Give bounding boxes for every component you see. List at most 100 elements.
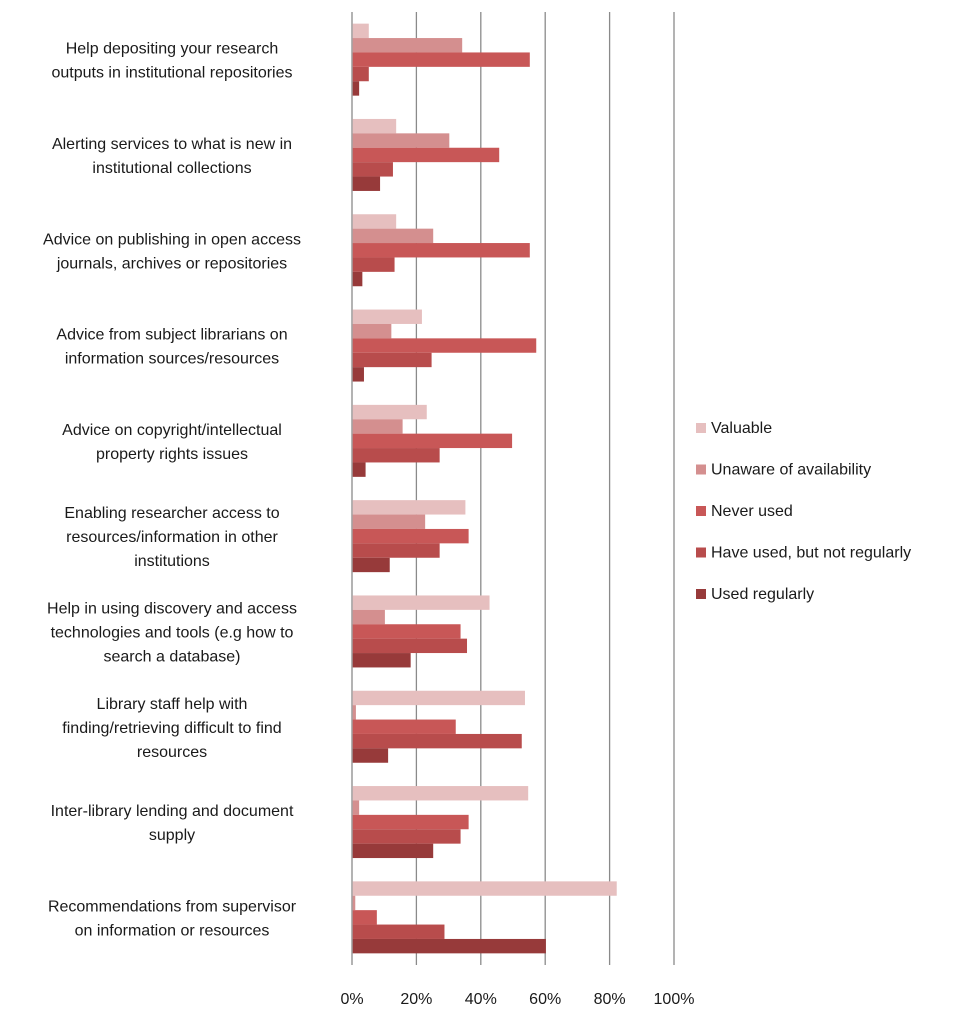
legend-swatch: [696, 547, 706, 558]
legend-item-2: Unaware of availability: [696, 462, 871, 479]
bar-5-series-5: [352, 462, 366, 477]
bar-2-series-2: [352, 133, 450, 148]
category-label-line: on information or resources: [75, 922, 270, 939]
x-tick-label-100: 100%: [654, 991, 695, 1008]
legend-label: Valuable: [711, 420, 772, 437]
legend-label: Never used: [711, 503, 793, 520]
category-label-line: Advice from subject librarians on: [56, 327, 287, 344]
bar-4-series-1: [352, 309, 422, 324]
category-label-6: Enabling researcher access to resources/i…: [64, 505, 279, 570]
legend-item-4: Have used, but not regularly: [696, 545, 911, 562]
bar-6-series-2: [352, 514, 426, 529]
legend-label: Have used, but not regularly: [711, 545, 911, 562]
bar-6-series-5: [352, 557, 390, 573]
bar-7-series-5: [352, 653, 411, 668]
category-label-line: resources/information in other: [66, 529, 278, 546]
category-labels: Help depositing your research outputs in …: [43, 41, 301, 940]
grid: [351, 12, 675, 965]
legend-label: Used regularly: [711, 586, 814, 603]
category-label-3: Advice on publishing in open access journ…: [43, 231, 301, 272]
legend: Valuable Unaware of availability Never use…: [696, 420, 911, 603]
bar-8-series-5: [352, 748, 389, 763]
legend-swatch: [696, 464, 706, 475]
legend-swatch: [696, 506, 706, 516]
bar-9-series-3: [352, 814, 469, 830]
bar-9-series-1: [352, 786, 529, 801]
category-label-7: Help in using discovery and access techno…: [47, 600, 297, 665]
x-tick-label-20: 20%: [400, 991, 432, 1008]
bar-10-series-1: [352, 881, 617, 896]
bar-6-series-1: [352, 500, 466, 515]
bar-8-series-1: [352, 690, 525, 706]
legend-item-3: Never used: [696, 503, 793, 520]
bar-4-series-5: [352, 367, 364, 382]
category-label-line: search a database): [104, 648, 241, 665]
bar-5-series-1: [352, 404, 427, 420]
legend-label: Unaware of availability: [711, 462, 871, 479]
category-label-5: Advice on copyright/intellectual property…: [62, 422, 282, 463]
bar-10-series-4: [352, 924, 445, 939]
category-label-line: outputs in institutional repositories: [51, 65, 292, 82]
category-label-line: journals, archives or repositories: [56, 255, 287, 272]
legend-item-5: Used regularly: [696, 586, 814, 603]
category-label-8: Library staff help with finding/retrievin…: [62, 696, 281, 761]
category-label-line: Inter-library lending and document: [51, 803, 294, 820]
bar-2-series-1: [352, 118, 397, 134]
category-label-10: Recommendations from supervisor on inform…: [48, 898, 297, 939]
bar-1-series-5: [352, 81, 360, 96]
category-label-line: information sources/resources: [65, 351, 279, 368]
bar-5-series-3: [352, 433, 513, 449]
bar-1-series-4: [352, 66, 369, 82]
bar-3-series-1: [352, 214, 397, 229]
bar-7-series-4: [352, 638, 468, 654]
bar-5-series-4: [352, 448, 440, 463]
legend-swatch: [696, 423, 706, 433]
bar-3-series-5: [352, 271, 363, 287]
category-label-line: Alerting services to what is new in: [52, 136, 292, 153]
bar-6-series-4: [352, 543, 440, 558]
category-label-line: Advice on copyright/intellectual: [62, 422, 282, 439]
category-label-line: property rights issues: [96, 446, 248, 463]
bar-7-series-2: [352, 609, 385, 625]
bar-8-series-4: [352, 733, 522, 749]
bars: [352, 23, 617, 954]
bar-2-series-3: [352, 147, 500, 163]
bar-9-series-4: [352, 829, 461, 844]
bar-9-series-5: [352, 843, 434, 859]
bar-1-series-2: [352, 38, 463, 53]
category-label-line: Help in using discovery and access: [47, 600, 297, 617]
bar-1-series-3: [352, 52, 530, 67]
category-label-4: Advice from subject librarians on informa…: [56, 327, 287, 368]
bar-3-series-2: [352, 228, 434, 244]
bar-4-series-4: [352, 352, 432, 368]
category-label-line: resources: [137, 744, 207, 761]
bar-8-series-3: [352, 719, 456, 734]
category-label-line: Help depositing your research: [66, 41, 279, 58]
bar-4-series-2: [352, 323, 392, 339]
bar-4-series-3: [352, 338, 537, 353]
x-tick-labels: 0% 20% 40% 60% 80% 100%: [340, 991, 694, 1008]
legend-swatch: [696, 589, 706, 599]
category-label-line: supply: [149, 827, 195, 844]
bar-5-series-2: [352, 419, 403, 434]
category-label-line: institutional collections: [92, 160, 251, 177]
bar-3-series-4: [352, 257, 395, 272]
category-label-line: technologies and tools (e.g how to: [51, 624, 294, 641]
bar-6-series-3: [352, 528, 469, 544]
bar-10-series-2: [352, 895, 356, 911]
bar-3-series-3: [352, 243, 530, 258]
category-label-line: institutions: [134, 553, 210, 570]
bar-10-series-5: [352, 938, 546, 954]
category-label-2: Alerting services to what is new in insti…: [52, 136, 292, 177]
category-label-line: finding/retrieving difficult to find: [62, 720, 281, 737]
category-label-line: Library staff help with: [97, 696, 248, 713]
bar-7-series-1: [352, 595, 490, 610]
category-label-line: Enabling researcher access to: [64, 505, 279, 522]
x-tick-label-0: 0%: [340, 991, 363, 1008]
category-label-line: Recommendations from supervisor: [48, 898, 297, 915]
legend-item-1: Valuable: [696, 420, 772, 437]
x-tick-label-80: 80%: [594, 991, 626, 1008]
category-label-9: Inter-library lending and document supply: [51, 803, 294, 844]
